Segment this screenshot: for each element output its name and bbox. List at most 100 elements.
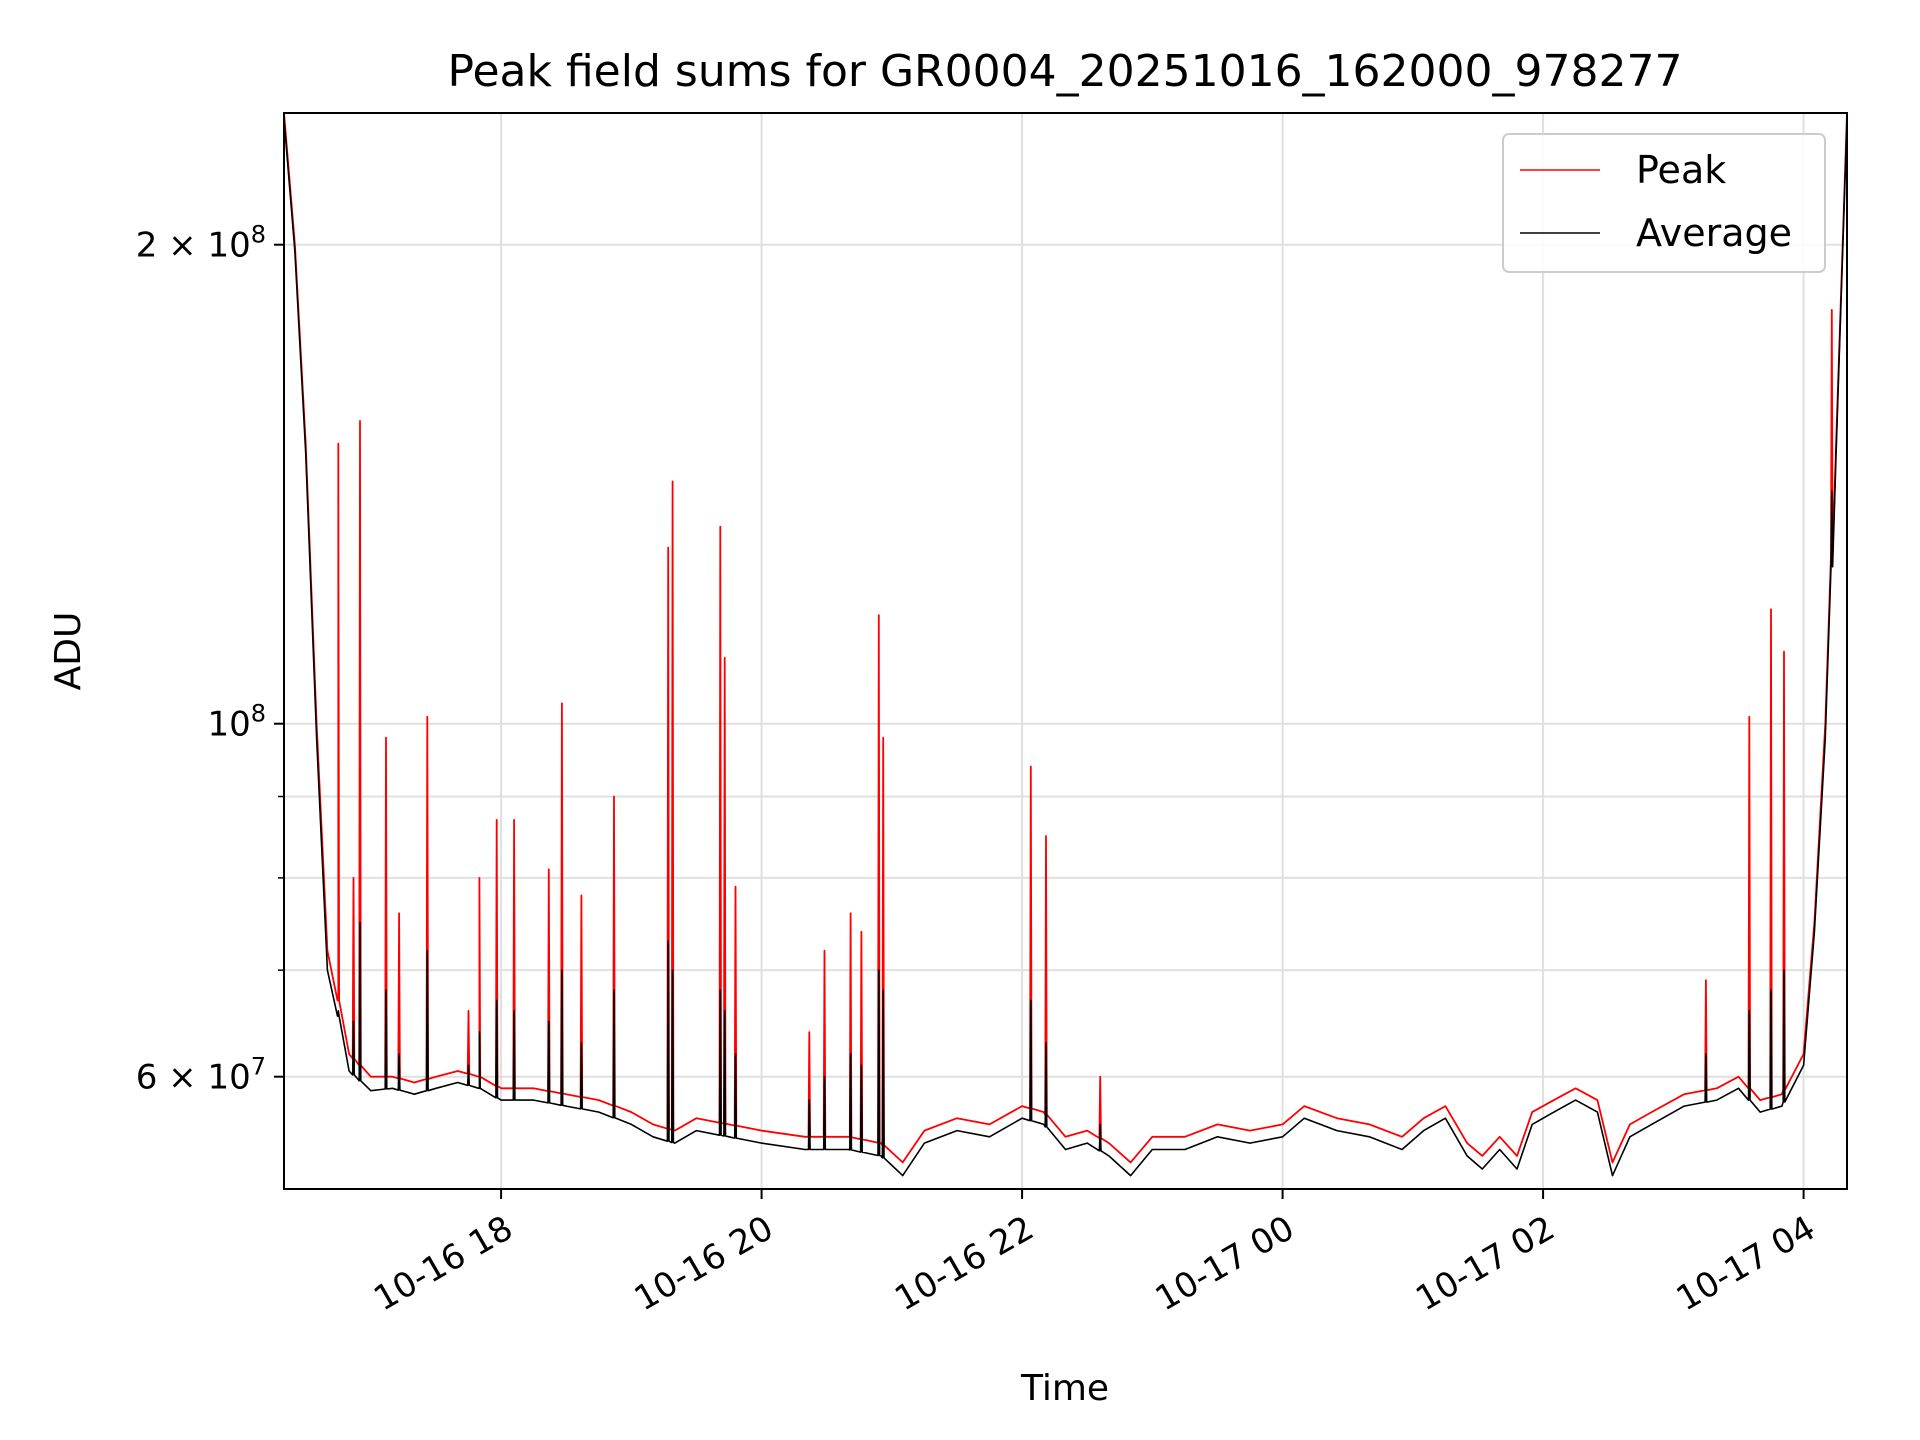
data-point-peak <box>598 1099 600 1101</box>
data-point-peak <box>1466 1142 1468 1144</box>
data-point-average <box>1130 1174 1132 1177</box>
data-point-peak <box>1086 1129 1088 1132</box>
data-point-average <box>1249 1142 1251 1144</box>
data-point-peak <box>1303 1105 1305 1107</box>
data-point-average <box>1575 1099 1577 1101</box>
x-tick-label: 10-16 18 <box>367 1208 519 1319</box>
data-point-average <box>652 1136 654 1138</box>
data-point-average <box>1281 1136 1284 1138</box>
x-tick-label: 10-16 20 <box>628 1208 780 1319</box>
data-point-peak <box>1423 1117 1425 1119</box>
data-point-average <box>294 251 296 253</box>
data-point-peak <box>1249 1129 1251 1132</box>
data-point-average <box>337 1015 339 1017</box>
data-point-average <box>1824 737 1826 739</box>
data-point-average <box>760 1142 763 1144</box>
data-point-average <box>598 1111 600 1113</box>
data-point-peak <box>1481 1155 1483 1157</box>
data-point-peak <box>565 1093 567 1095</box>
data-point-average <box>1499 1148 1501 1151</box>
data-point-average <box>413 1093 415 1095</box>
chart-title: Peak field sums for GR0004_20251016_1620… <box>448 46 1683 97</box>
data-point-peak <box>1130 1161 1132 1164</box>
data-point-average <box>435 1087 437 1089</box>
data-point-peak <box>674 1129 676 1132</box>
data-point-average <box>1303 1117 1305 1119</box>
data-point-average <box>1184 1148 1186 1151</box>
data-point-average <box>370 1090 372 1092</box>
data-point-average <box>1516 1168 1518 1170</box>
data-point-average <box>1611 1174 1614 1177</box>
y-tick-mantissa: 6 <box>136 1058 158 1098</box>
data-point-peak <box>1043 1111 1045 1113</box>
data-point-peak <box>435 1076 437 1078</box>
data-point-peak <box>1444 1105 1446 1107</box>
data-point-peak <box>1499 1136 1501 1138</box>
data-point-peak <box>391 1076 394 1078</box>
x-tick-label: 10-17 00 <box>1149 1208 1301 1319</box>
y-tick-times: × 10 <box>157 226 250 266</box>
data-point-average <box>923 1142 925 1144</box>
data-point-average <box>1368 1136 1371 1138</box>
data-point-peak <box>1611 1161 1614 1164</box>
data-point-peak <box>1064 1136 1067 1138</box>
data-point-average <box>1444 1117 1446 1119</box>
data-point-peak <box>1151 1136 1153 1138</box>
data-point-peak <box>1184 1136 1186 1138</box>
y-tick-exponent: 8 <box>251 221 266 249</box>
data-point-peak <box>1575 1087 1577 1089</box>
data-point-peak <box>760 1129 763 1132</box>
y-tick-label: 108 <box>207 700 266 745</box>
data-point-peak <box>880 1142 882 1144</box>
grid-lines <box>284 113 1847 1189</box>
data-point-average <box>565 1105 567 1107</box>
data-point-peak <box>1216 1123 1219 1125</box>
x-tick-label: 10-17 02 <box>1409 1208 1561 1319</box>
data-point-average <box>1151 1148 1153 1151</box>
data-point-peak <box>630 1111 632 1113</box>
legend-label-average: Average <box>1636 211 1792 255</box>
data-point-average <box>326 969 329 971</box>
data-point-average <box>478 1087 480 1089</box>
x-axis: 10-16 18 10-16 20 10-16 22 10-17 00 10-17 02… <box>367 1189 1822 1319</box>
data-point-peak <box>413 1081 415 1084</box>
data-point-average <box>1781 1105 1783 1107</box>
data-point-average <box>988 1136 991 1138</box>
data-point-average <box>1651 1123 1653 1125</box>
data-point-peak <box>652 1123 654 1125</box>
data-point-peak <box>1368 1123 1371 1125</box>
y-tick-times: × 10 <box>157 1058 250 1098</box>
data-point-average <box>500 1099 502 1101</box>
data-point-average <box>847 1148 850 1151</box>
data-point-average <box>1423 1129 1425 1132</box>
data-point-average <box>1737 1087 1740 1089</box>
data-point-average <box>1802 1064 1805 1066</box>
y-tick-exponent: 8 <box>251 700 266 728</box>
data-point-peak <box>1716 1087 1718 1089</box>
data-point-average <box>695 1129 698 1132</box>
data-point-peak <box>695 1117 698 1119</box>
data-point-peak <box>500 1087 502 1089</box>
data-point-peak <box>902 1161 904 1164</box>
data-point-peak <box>337 999 339 1002</box>
data-point-average <box>630 1123 632 1125</box>
data-point-average <box>1716 1099 1718 1101</box>
data-point-peak <box>804 1136 806 1138</box>
data-point-peak <box>1531 1111 1533 1113</box>
data-point-peak <box>1629 1123 1631 1125</box>
data-point-peak <box>728 1123 730 1125</box>
series-line-average <box>284 118 1847 1177</box>
data-point-peak <box>457 1070 459 1072</box>
series-layer <box>284 113 1847 1177</box>
x-axis-title: Time <box>1020 1368 1109 1409</box>
data-point-peak <box>1516 1155 1518 1157</box>
data-point-average <box>880 1155 882 1157</box>
data-point-peak <box>988 1123 991 1125</box>
data-point-peak <box>1553 1099 1555 1101</box>
data-point-average <box>1086 1142 1088 1144</box>
data-point-peak <box>1401 1136 1403 1138</box>
data-point-peak <box>923 1129 925 1132</box>
data-point-average <box>1108 1155 1110 1157</box>
